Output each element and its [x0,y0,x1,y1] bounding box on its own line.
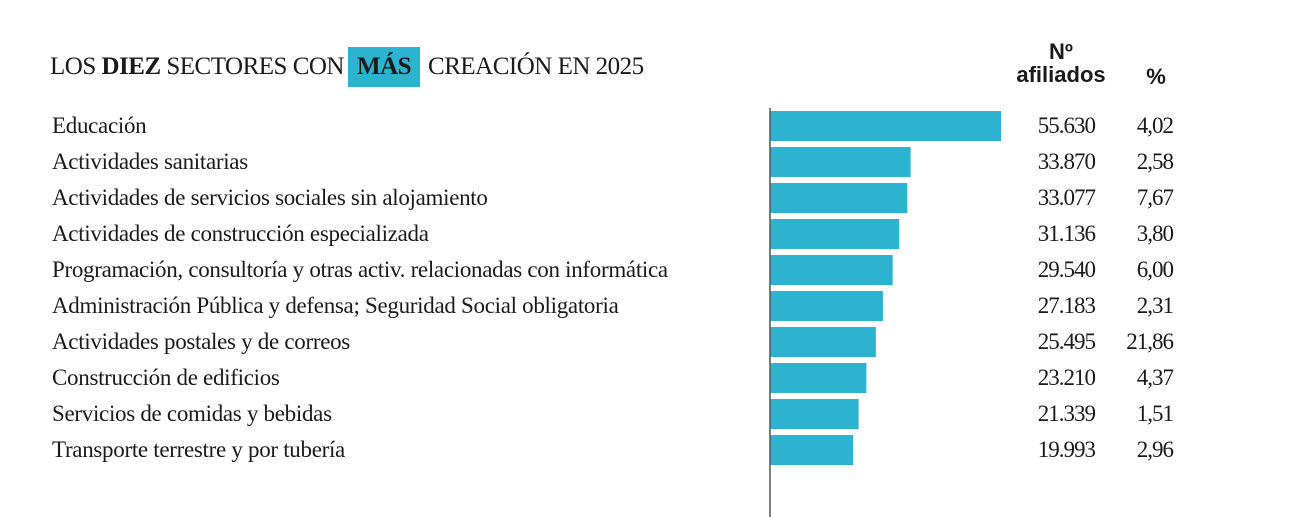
row-label: Construcción de edificios [52,365,280,390]
row-label: Transporte terrestre y por tubería [52,437,345,462]
row-label: Actividades de servicios sociales sin al… [52,185,488,210]
affiliates-value: 25.495 [1037,329,1096,354]
percent-value: 7,67 [1136,185,1174,210]
affiliates-value: 29.540 [1037,257,1096,282]
percent-value: 21,86 [1126,329,1174,354]
affiliates-header: Nº afiliados [1005,40,1117,86]
row-label: Actividades de construcción especializad… [52,221,429,246]
percent-value: 4,37 [1136,365,1174,390]
affiliates-header-line2: afiliados [1016,62,1106,87]
percent-value: 3,80 [1136,221,1174,246]
affiliates-value: 21.339 [1037,401,1096,426]
bar [770,363,867,393]
bar [770,399,859,429]
bar [770,435,854,465]
bar [770,327,876,357]
affiliates-value: 31.136 [1037,221,1096,246]
affiliates-value: 19.993 [1037,437,1096,462]
bar [770,147,911,177]
row-label: Programación, consultoría y otras activ.… [52,257,668,282]
title-part1: LOS [50,53,102,80]
percent-value: 2,58 [1136,149,1174,174]
bar [770,291,883,321]
affiliates-header-line1: Nº [1049,39,1073,64]
affiliates-value: 33.077 [1037,185,1096,210]
affiliates-value: 55.630 [1037,113,1096,138]
affiliates-value: 23.210 [1037,365,1096,390]
row-label: Administración Pública y defensa; Seguri… [52,293,619,318]
bar [770,255,893,285]
title-bold: DIEZ [101,53,161,80]
chart-title: LOS DIEZ SECTORES CON MÁS CREACIÓN EN 2025 [50,47,644,87]
bar [770,183,908,213]
bar [770,111,1001,141]
row-label: Servicios de comidas y bebidas [52,401,332,426]
title-part2: SECTORES CON [160,53,344,80]
row-label: Educación [52,113,147,138]
row-label: Actividades postales y de correos [52,329,350,354]
percent-value: 6,00 [1136,257,1174,282]
title-highlight: MÁS [347,47,421,87]
affiliates-value: 33.870 [1037,149,1096,174]
percent-value: 4,02 [1136,113,1174,138]
percent-value: 2,96 [1136,437,1174,462]
title-part3: CREACIÓN EN 2025 [428,53,644,80]
row-label: Actividades sanitarias [52,149,248,174]
percent-value: 2,31 [1136,293,1174,318]
affiliates-value: 27.183 [1037,293,1096,318]
percent-value: 1,51 [1136,401,1174,426]
bar [770,219,900,249]
percent-header: % [1146,64,1166,89]
